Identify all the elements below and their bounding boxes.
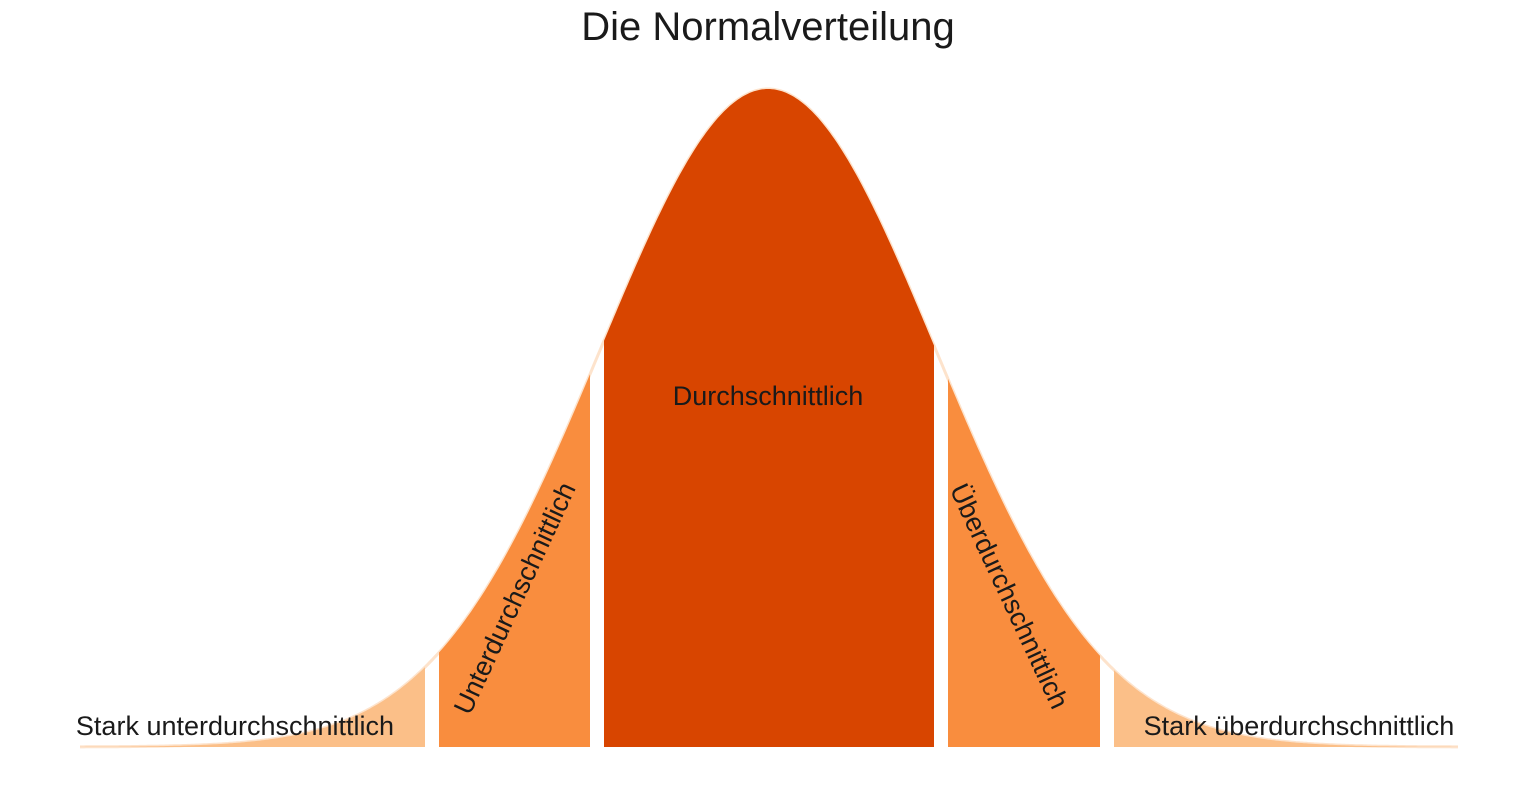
- label-stark-ueberdurchschnittlich: Stark überdurchschnittlich: [1144, 711, 1455, 741]
- segment-durchschnittlich-area: [604, 89, 934, 747]
- segment-stark-unterdurchschnittlich-area: [80, 667, 425, 747]
- segment-unterdurchschnittlich-area: [439, 374, 590, 747]
- label-durchschnittlich: Durchschnittlich: [673, 381, 864, 411]
- segment-ueberdurchschnittlich-area: [948, 378, 1100, 747]
- segment-stark-ueberdurchschnittlich-area: [1114, 670, 1458, 747]
- label-stark-unterdurchschnittlich: Stark unterdurchschnittlich: [76, 711, 394, 741]
- diagram-title: Die Normalverteilung: [581, 5, 954, 49]
